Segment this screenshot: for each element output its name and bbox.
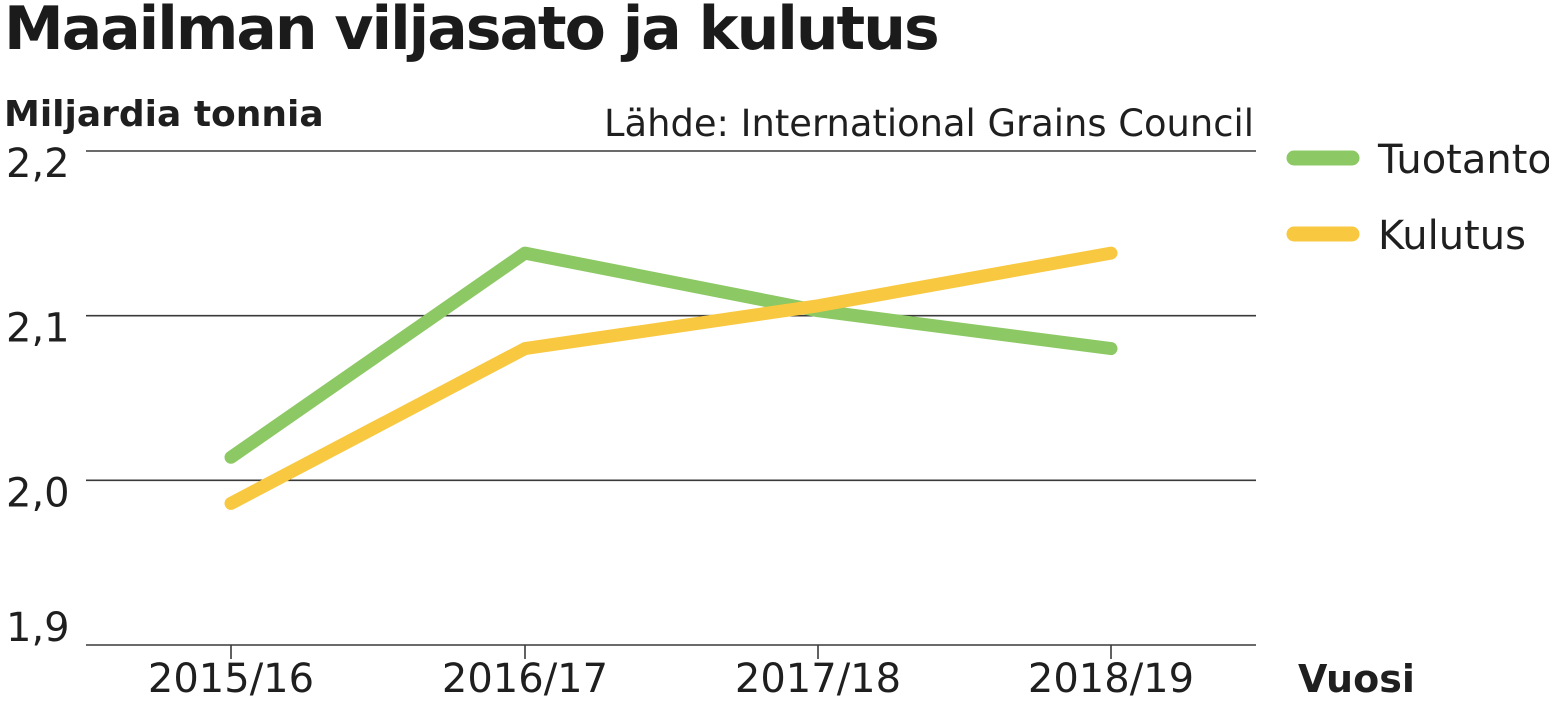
data-point-kulutus — [817, 305, 819, 307]
data-point-kulutus — [524, 348, 526, 350]
series-line-tuotanto — [224, 246, 1118, 464]
x-tick-label: 2015/16 — [148, 656, 314, 702]
x-tick-label: 2016/17 — [442, 656, 608, 702]
series-line-kulutus — [224, 246, 1118, 510]
y-tick-label: 2,0 — [6, 470, 70, 516]
x-tick-label: 2018/19 — [1028, 656, 1194, 702]
data-point-kulutus — [1110, 252, 1112, 254]
legend-label: Kulutus — [1378, 213, 1526, 259]
y-tick-label: 2,1 — [6, 306, 70, 352]
y-tick-label: 1,9 — [6, 605, 70, 651]
x-tick-label: 2017/18 — [735, 656, 901, 702]
data-point-tuotanto — [1110, 348, 1112, 350]
data-point-tuotanto — [524, 252, 526, 254]
chart-title: Maailman viljasato ja kulutus — [4, 0, 940, 64]
y-axis-label: Miljardia tonnia — [4, 94, 324, 135]
data-point-kulutus — [230, 502, 232, 504]
x-axis-label: Vuosi — [1298, 657, 1415, 701]
y-tick-label: 2,2 — [6, 141, 70, 187]
data-point-tuotanto — [230, 456, 232, 458]
source-note: Lähde: International Grains Council — [604, 102, 1254, 145]
legend-label: Tuotanto — [1377, 137, 1549, 183]
